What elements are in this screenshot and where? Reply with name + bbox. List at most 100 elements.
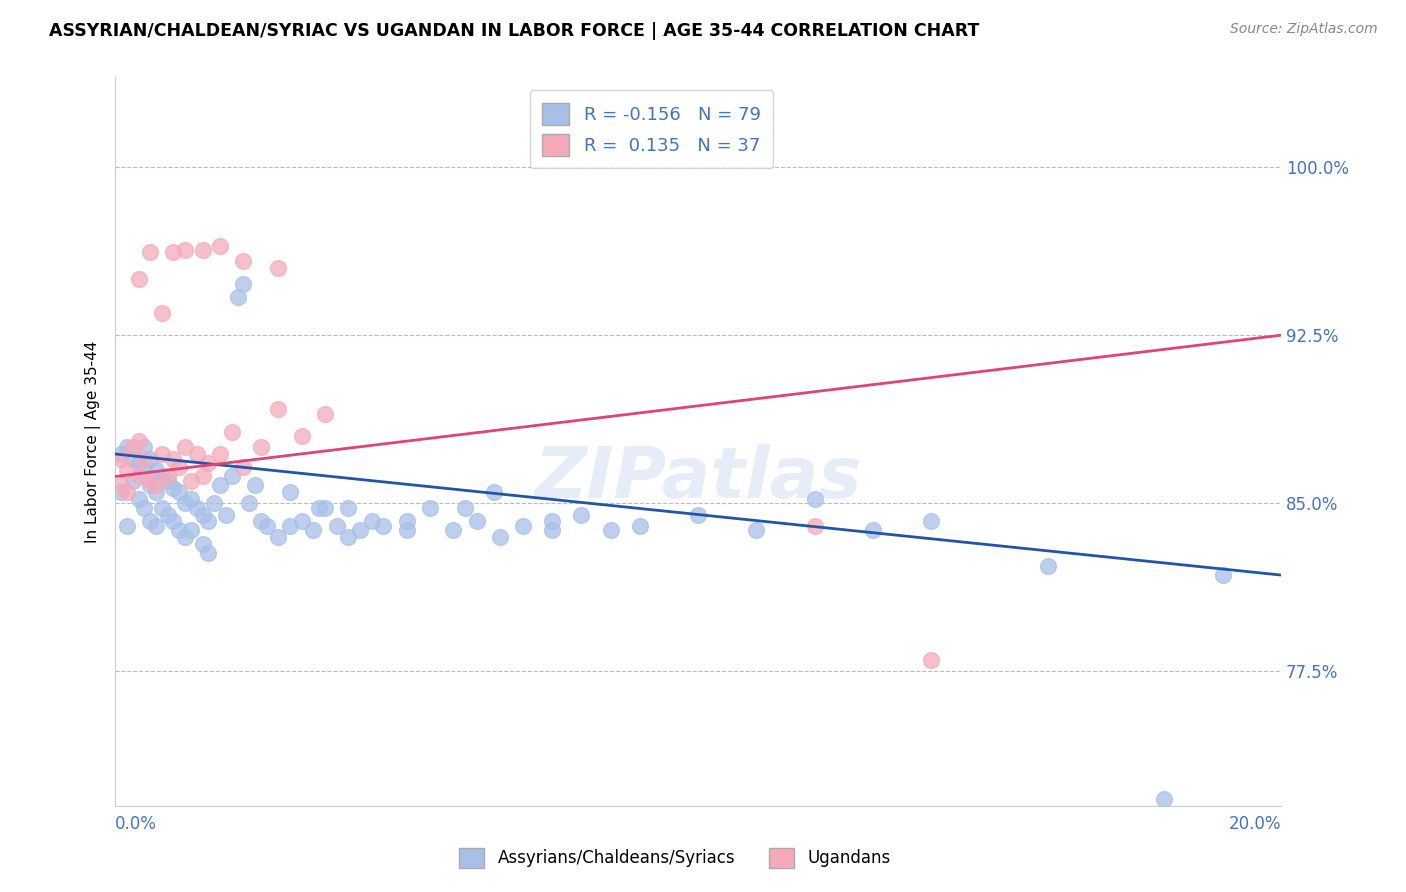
- Point: [145, 478, 167, 492]
- Point: [267, 402, 290, 417]
- Point: [337, 500, 360, 515]
- Point: [314, 407, 336, 421]
- Point: [128, 434, 150, 448]
- Point: [169, 485, 191, 500]
- Point: [139, 474, 162, 488]
- Point: [419, 500, 441, 515]
- Point: [628, 518, 651, 533]
- Point: [174, 243, 197, 257]
- Point: [599, 523, 621, 537]
- Text: ZIPatlas: ZIPatlas: [534, 443, 862, 513]
- Point: [169, 460, 191, 475]
- Point: [1212, 568, 1234, 582]
- Point: [162, 481, 184, 495]
- Point: [482, 485, 505, 500]
- Point: [134, 463, 156, 477]
- Point: [1153, 792, 1175, 806]
- Text: 0.0%: 0.0%: [115, 815, 157, 833]
- Point: [162, 514, 184, 528]
- Point: [128, 469, 150, 483]
- Point: [186, 447, 208, 461]
- Point: [232, 460, 254, 475]
- Point: [110, 478, 132, 492]
- Point: [174, 530, 197, 544]
- Point: [349, 523, 371, 537]
- Point: [325, 518, 347, 533]
- Point: [121, 451, 143, 466]
- Y-axis label: In Labor Force | Age 35-44: In Labor Force | Age 35-44: [86, 341, 101, 543]
- Point: [373, 518, 395, 533]
- Point: [360, 514, 382, 528]
- Point: [489, 530, 512, 544]
- Point: [267, 260, 290, 275]
- Text: ASSYRIAN/CHALDEAN/SYRIAC VS UGANDAN IN LABOR FORCE | AGE 35-44 CORRELATION CHART: ASSYRIAN/CHALDEAN/SYRIAC VS UGANDAN IN L…: [49, 22, 980, 40]
- Point: [209, 478, 232, 492]
- Point: [215, 508, 238, 522]
- Point: [197, 546, 219, 560]
- Point: [134, 500, 156, 515]
- Point: [314, 500, 336, 515]
- Point: [465, 514, 488, 528]
- Point: [191, 243, 214, 257]
- Point: [302, 523, 325, 537]
- Point: [134, 440, 156, 454]
- Point: [250, 440, 273, 454]
- Point: [686, 508, 709, 522]
- Point: [1036, 559, 1059, 574]
- Point: [232, 277, 254, 291]
- Point: [803, 518, 825, 533]
- Text: Source: ZipAtlas.com: Source: ZipAtlas.com: [1230, 22, 1378, 37]
- Point: [180, 474, 202, 488]
- Point: [197, 456, 219, 470]
- Point: [221, 425, 243, 439]
- Point: [571, 508, 593, 522]
- Point: [145, 485, 167, 500]
- Point: [156, 469, 179, 483]
- Point: [134, 451, 156, 466]
- Point: [291, 429, 314, 443]
- Point: [110, 451, 132, 466]
- Point: [156, 508, 179, 522]
- Point: [209, 238, 232, 252]
- Point: [256, 518, 278, 533]
- Point: [209, 447, 232, 461]
- Point: [110, 447, 132, 461]
- Point: [541, 514, 564, 528]
- Point: [226, 290, 249, 304]
- Point: [920, 653, 942, 667]
- Point: [145, 463, 167, 477]
- Point: [150, 500, 173, 515]
- Point: [267, 530, 290, 544]
- Point: [197, 514, 219, 528]
- Point: [395, 514, 418, 528]
- Point: [803, 491, 825, 506]
- Point: [156, 474, 179, 488]
- Point: [128, 491, 150, 506]
- Point: [202, 496, 225, 510]
- Point: [150, 447, 173, 461]
- Point: [920, 514, 942, 528]
- Point: [128, 272, 150, 286]
- Point: [221, 469, 243, 483]
- Point: [174, 496, 197, 510]
- Point: [541, 523, 564, 537]
- Point: [238, 496, 260, 510]
- Point: [139, 514, 162, 528]
- Point: [115, 485, 138, 500]
- Point: [337, 530, 360, 544]
- Point: [145, 518, 167, 533]
- Point: [180, 491, 202, 506]
- Point: [115, 518, 138, 533]
- Point: [121, 474, 143, 488]
- Point: [191, 537, 214, 551]
- Point: [454, 500, 477, 515]
- Point: [139, 451, 162, 466]
- Point: [110, 485, 132, 500]
- Point: [745, 523, 768, 537]
- Point: [180, 523, 202, 537]
- Legend: Assyrians/Chaldeans/Syriacs, Ugandans: Assyrians/Chaldeans/Syriacs, Ugandans: [453, 841, 897, 875]
- Point: [128, 456, 150, 470]
- Point: [308, 500, 330, 515]
- Point: [512, 518, 534, 533]
- Point: [862, 523, 884, 537]
